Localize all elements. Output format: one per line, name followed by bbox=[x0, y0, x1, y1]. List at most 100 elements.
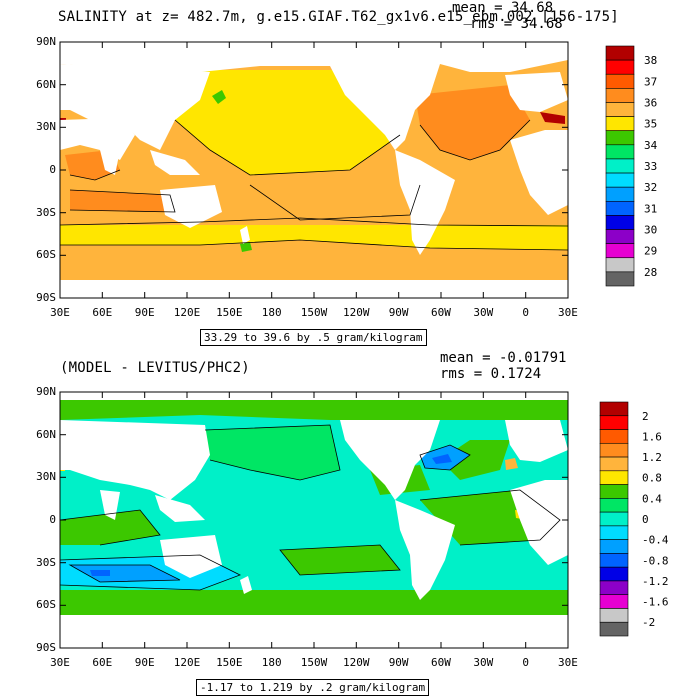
panel1-rms: rms = 34.68 bbox=[470, 16, 563, 32]
colorbar-swatch bbox=[605, 215, 635, 230]
colorbar-label: -0.8 bbox=[642, 554, 669, 567]
colorbar-label: -2 bbox=[642, 616, 655, 629]
colorbar-label: 28 bbox=[644, 266, 657, 279]
colorbar-swatch bbox=[599, 539, 629, 554]
colorbar-swatch bbox=[605, 73, 635, 89]
colorbar-swatch bbox=[605, 88, 635, 103]
lat-tick-label: 60S bbox=[36, 248, 56, 262]
colorbar-label: -1.6 bbox=[642, 596, 669, 609]
lon-tick-label: 90W bbox=[388, 306, 409, 319]
colorbar-swatch bbox=[605, 130, 635, 146]
colorbar-swatch bbox=[599, 415, 629, 430]
colorbar-swatch bbox=[605, 200, 635, 216]
panel1-mean: mean = 34.68 bbox=[452, 0, 554, 16]
lon-tick-label: 30E bbox=[50, 306, 70, 319]
colorbar-swatch bbox=[599, 484, 629, 499]
panel2-mean: mean = -0.01791 bbox=[440, 350, 567, 366]
colorbar-swatch bbox=[599, 580, 629, 596]
colorbar-label: 0 bbox=[642, 513, 649, 526]
colorbar-swatch bbox=[599, 442, 629, 458]
colorbar-swatch bbox=[599, 594, 629, 609]
lon-tick-label: 90E bbox=[134, 656, 155, 669]
panel1-title: SALINITY at z= 482.7m, g.e15.GIAF.T62_gx… bbox=[58, 9, 619, 25]
lat-tick-label: 30S bbox=[36, 205, 56, 219]
lon-tick-label: 150E bbox=[216, 656, 243, 669]
lon-tick-label: 90W bbox=[388, 656, 409, 669]
panel2-colorbar: 2 1.6 1.2 0.8 0.4 0 -0.4 -0.8 -1.2 -1.6 -2 bbox=[599, 401, 669, 637]
lon-tick-label: 120E bbox=[173, 306, 201, 319]
colorbar-swatch bbox=[605, 271, 635, 287]
colorbar-label: 2 bbox=[642, 410, 649, 423]
colorbar-label: 37 bbox=[644, 75, 657, 88]
lon-tick-label: 150W bbox=[300, 306, 328, 319]
colorbar-swatch bbox=[605, 172, 635, 188]
lon-tick-label: 60W bbox=[431, 656, 451, 669]
lat-tick-label: 90S bbox=[36, 291, 56, 305]
colorbar-swatch bbox=[599, 511, 629, 527]
colorbar-swatch bbox=[605, 186, 635, 202]
lon-tick-label: 30E bbox=[558, 656, 578, 669]
colorbar-label: 36 bbox=[644, 96, 657, 109]
colorbar-swatch bbox=[605, 144, 635, 160]
colorbar-swatch bbox=[599, 429, 629, 444]
lat-tick-label: 60N bbox=[36, 427, 56, 441]
lat-tick-label: 30N bbox=[36, 470, 56, 484]
colorbar-swatch bbox=[599, 401, 629, 417]
panel1-map bbox=[59, 41, 569, 299]
colorbar-swatch bbox=[605, 59, 635, 75]
colorbar-swatch bbox=[605, 243, 635, 259]
lon-tick-label: 180 bbox=[261, 306, 282, 319]
panel1-colorbar: 38 37 36 35 34 33 32 31 30 29 28 bbox=[605, 45, 658, 287]
colorbar-swatch bbox=[599, 621, 629, 637]
panel2-range-label: -1.17 to 1.219 by .2 gram/kilogram bbox=[196, 679, 430, 696]
panel2-rms: rms = 0.1724 bbox=[440, 366, 542, 382]
lat-tick-label: 90N bbox=[36, 385, 56, 398]
colorbar-label: 34 bbox=[644, 139, 658, 152]
colorbar-swatch bbox=[599, 470, 629, 485]
colorbar-swatch bbox=[605, 45, 635, 61]
colorbar-label: 32 bbox=[644, 181, 657, 194]
lat-tick-label: 90S bbox=[36, 641, 56, 655]
colorbar-swatch bbox=[605, 229, 635, 244]
colorbar-swatch bbox=[605, 116, 635, 132]
lon-tick-label: 180 bbox=[261, 656, 282, 669]
colorbar-label: 30 bbox=[644, 224, 657, 237]
colorbar-swatch bbox=[599, 456, 629, 472]
lat-tick-label: 90N bbox=[36, 35, 56, 48]
panel2-map bbox=[59, 391, 569, 649]
panel2-title: (MODEL - LEVITUS/PHC2) bbox=[60, 360, 250, 376]
lat-tick-label: 60S bbox=[36, 598, 56, 612]
colorbar-label: 31 bbox=[644, 202, 657, 215]
colorbar-label: 1.6 bbox=[642, 430, 662, 443]
lon-tick-label: 120E bbox=[173, 656, 201, 669]
colorbar-label: 0.4 bbox=[642, 492, 662, 505]
lon-tick-label: 120W bbox=[343, 656, 370, 669]
panel1-ticks bbox=[60, 41, 568, 299]
lon-tick-label: 120W bbox=[343, 306, 370, 319]
colorbar-label: 35 bbox=[644, 118, 657, 131]
colorbar-label: 33 bbox=[644, 160, 657, 173]
lat-tick-label: 60N bbox=[36, 77, 56, 91]
colorbar-swatch bbox=[605, 158, 635, 174]
colorbar-swatch bbox=[605, 102, 635, 117]
colorbar-swatch bbox=[605, 257, 635, 273]
lon-tick-label: 30E bbox=[558, 306, 578, 319]
lon-tick-label: 30E bbox=[50, 656, 70, 669]
lon-tick-label: 60E bbox=[92, 306, 113, 319]
colorbar-label: 1.2 bbox=[642, 451, 662, 464]
lon-tick-label: 90E bbox=[134, 306, 155, 319]
colorbar-label: 0.8 bbox=[642, 472, 662, 485]
lat-tick-label: 0 bbox=[49, 513, 56, 526]
panel2-ticks bbox=[60, 392, 568, 648]
lon-tick-label: 0 bbox=[522, 656, 529, 669]
colorbar-label: -0.4 bbox=[642, 534, 669, 547]
lon-tick-label: 150W bbox=[300, 656, 328, 669]
lon-tick-label: 30W bbox=[473, 306, 494, 319]
lon-tick-label: 60W bbox=[431, 306, 451, 319]
lat-tick-label: 30S bbox=[36, 555, 56, 569]
colorbar-swatch bbox=[599, 608, 629, 623]
lon-tick-label: 0 bbox=[522, 306, 529, 319]
colorbar-label: 29 bbox=[644, 245, 657, 258]
lat-tick-label: 0 bbox=[49, 163, 56, 176]
